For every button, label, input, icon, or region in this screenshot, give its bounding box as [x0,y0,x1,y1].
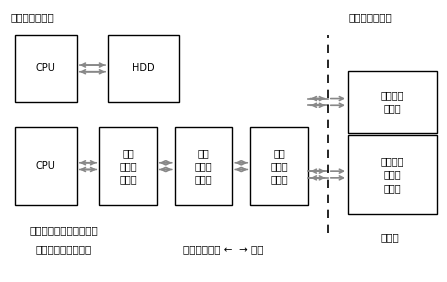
Text: 通常のパソコン: 通常のパソコン [10,13,54,23]
Bar [175,127,232,205]
Bar [250,127,308,205]
Bar [15,127,77,205]
Text: 高速
低容量
メモリ: 高速 低容量 メモリ [119,148,137,184]
Bar [15,35,77,102]
Text: 低速
大容量
メモリ: 低速 大容量 メモリ [270,148,288,184]
Text: 中速
中容量
メモリ: 中速 中容量 メモリ [195,148,212,184]
Text: 外付け: 外付け [381,232,400,242]
Bar [348,71,437,133]
Bar [99,127,157,205]
Bar [348,135,437,213]
Text: CPU: CPU [36,161,56,171]
Bar [108,35,179,102]
Text: 私のこだわりのパソコン: 私のこだわりのパソコン [29,225,98,235]
Text: HDD: HDD [132,63,155,73]
Text: CPU: CPU [36,63,56,73]
Text: 超大容量
半導体
メモリ: 超大容量 半導体 メモリ [380,156,404,193]
Text: パソコン内部 ←: パソコン内部 ← [183,244,232,254]
Text: → 外部: → 外部 [239,244,264,254]
Text: クラウド
メモリ: クラウド メモリ [380,90,404,114]
Text: バックアップ用: バックアップ用 [349,13,392,23]
Text: オーダーメイド発注: オーダーメイド発注 [35,244,92,254]
